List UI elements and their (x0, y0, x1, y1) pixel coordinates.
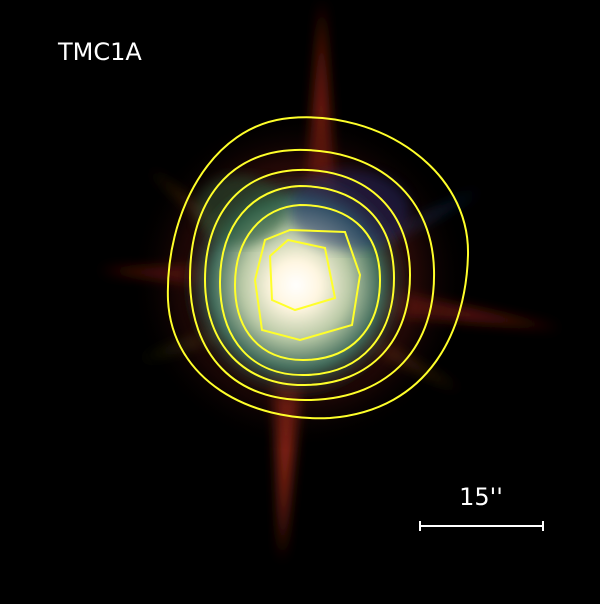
green-lobe (195, 175, 285, 245)
scale-bar-label: 15'' (459, 483, 503, 511)
blue-lobe (290, 170, 410, 250)
contour (166, 116, 470, 420)
contour (253, 228, 362, 342)
object-label: TMC1A (57, 38, 142, 66)
contour (218, 184, 396, 377)
scale-bar (419, 521, 544, 531)
contour (188, 148, 436, 402)
contours (166, 116, 470, 420)
contour (268, 238, 337, 312)
contour (233, 203, 382, 362)
contour (203, 168, 412, 387)
